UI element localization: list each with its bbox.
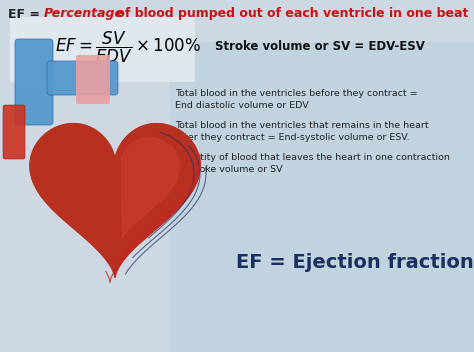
Text: = Stroke volume or SV: = Stroke volume or SV [175, 165, 283, 175]
Text: Total blood in the ventricles before they contract =: Total blood in the ventricles before the… [175, 89, 418, 99]
Text: EF =: EF = [8, 7, 45, 20]
Text: of blood pumped out of each ventricle in one beat: of blood pumped out of each ventricle in… [112, 7, 468, 20]
FancyBboxPatch shape [47, 61, 118, 95]
Text: EF = Ejection fraction: EF = Ejection fraction [236, 252, 474, 271]
Text: Percentage: Percentage [44, 7, 124, 20]
FancyBboxPatch shape [76, 55, 110, 104]
Text: after they contract = End-systolic volume or ESV.: after they contract = End-systolic volum… [175, 133, 410, 143]
Text: Quantity of blood that leaves the heart in one contraction: Quantity of blood that leaves the heart … [175, 153, 450, 163]
Polygon shape [121, 138, 180, 239]
Text: Stroke volume or SV = EDV-ESV: Stroke volume or SV = EDV-ESV [215, 40, 425, 54]
FancyBboxPatch shape [3, 105, 25, 159]
Polygon shape [30, 124, 200, 277]
Text: Total blood in the ventricles that remains in the heart: Total blood in the ventricles that remai… [175, 121, 428, 131]
Text: End diastolic volume or EDV: End diastolic volume or EDV [175, 101, 309, 111]
Polygon shape [30, 124, 200, 277]
FancyBboxPatch shape [10, 17, 195, 82]
FancyBboxPatch shape [170, 42, 474, 352]
FancyBboxPatch shape [15, 39, 53, 125]
Polygon shape [121, 138, 180, 239]
Text: $EF = \dfrac{SV}{EDV} \times 100\%$: $EF = \dfrac{SV}{EDV} \times 100\%$ [55, 30, 201, 65]
